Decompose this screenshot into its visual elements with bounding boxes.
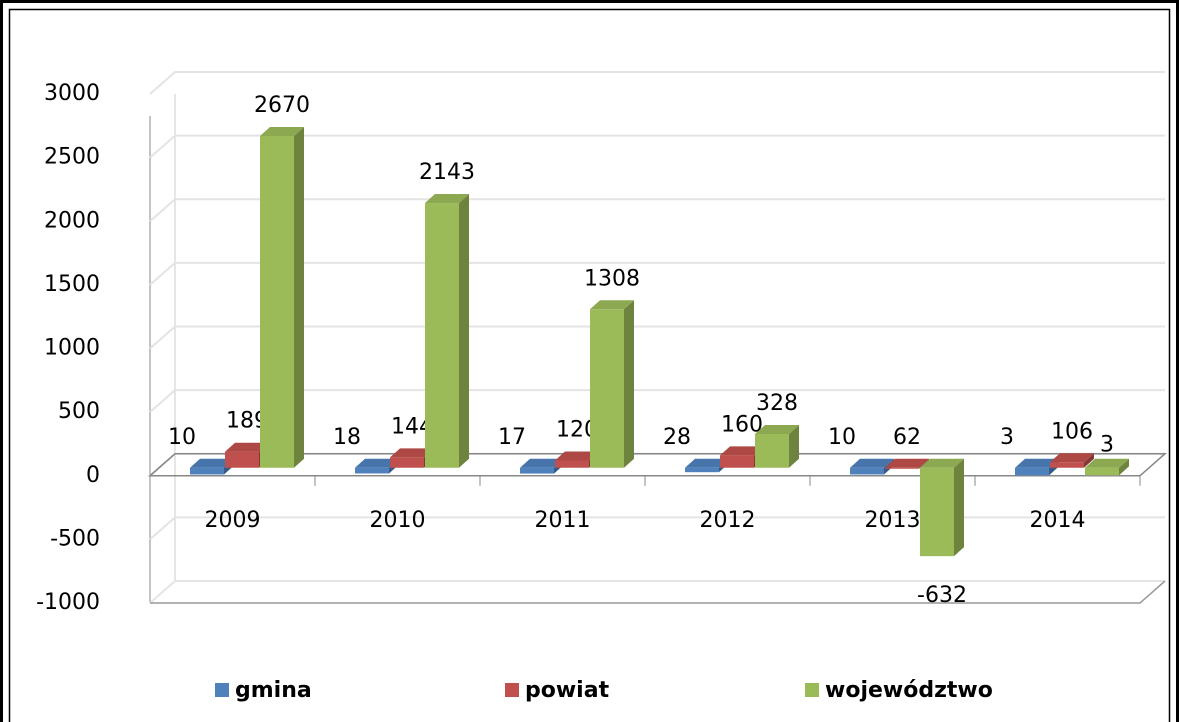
- grid-line: [149, 71, 1165, 95]
- value-label: 3: [1100, 432, 1114, 457]
- bar-face: [260, 135, 294, 468]
- grid-line: [149, 325, 1165, 350]
- legend-swatch: [215, 683, 229, 697]
- bar-face: [1050, 453, 1094, 463]
- bar-face: [755, 434, 789, 468]
- y-tick-label: 2000: [44, 208, 100, 233]
- bar-face: [294, 126, 304, 468]
- bar-face: [260, 126, 304, 136]
- bar-face: [355, 467, 389, 474]
- bar-face: [355, 458, 399, 468]
- bar-face: [225, 442, 269, 452]
- bar: [885, 458, 929, 469]
- bar-face: [920, 467, 954, 557]
- bar-face: [390, 448, 434, 458]
- bar: [755, 425, 799, 468]
- bar: [1085, 458, 1129, 476]
- bar-face: [459, 194, 469, 468]
- bar-face: [720, 446, 764, 456]
- bar-face: [919, 458, 929, 469]
- bar-face: [1015, 467, 1049, 476]
- value-label: 17: [498, 425, 526, 450]
- bar-face: [885, 467, 919, 469]
- y-tick-label: 1500: [44, 272, 100, 297]
- bar-face: [390, 457, 424, 468]
- bar-face: [1015, 458, 1059, 468]
- bar-face: [850, 467, 884, 475]
- floor-edge: [150, 580, 1166, 604]
- bar-face: [1085, 458, 1129, 468]
- bar: [1050, 453, 1094, 468]
- value-label: 2143: [419, 160, 475, 185]
- y-tick-label: -1000: [36, 590, 100, 615]
- bar-face: [755, 425, 799, 435]
- x-tick-label: 2011: [535, 508, 591, 533]
- bar-face: [555, 460, 589, 468]
- grid-line: [149, 516, 1165, 541]
- bar-face: [720, 455, 754, 468]
- x-tick-label: 2012: [700, 508, 756, 533]
- bar-face: [1084, 453, 1094, 468]
- value-label: 10: [828, 425, 856, 450]
- bar-face: [190, 458, 234, 468]
- value-label: 62: [893, 425, 921, 450]
- legend-label: gmina: [235, 678, 312, 703]
- grid-line: [149, 580, 1165, 604]
- bar-face: [685, 467, 719, 473]
- bar-face: [225, 451, 259, 468]
- bar-face: [520, 467, 554, 474]
- legend-label: województwo: [825, 678, 993, 703]
- bar-face: [1119, 458, 1129, 476]
- legend-swatch: [505, 683, 519, 697]
- bar: [920, 458, 964, 557]
- y-tick-label: 3000: [44, 81, 100, 106]
- value-label: -632: [917, 583, 967, 608]
- grid-line: [149, 198, 1165, 223]
- x-tick-label: 2014: [1030, 508, 1086, 533]
- frame-inner: [8, 8, 1171, 722]
- grid-line: [149, 389, 1165, 413]
- bar-face: [590, 300, 634, 310]
- bar-face: [520, 458, 564, 468]
- value-label: 3: [1000, 425, 1014, 450]
- x-tick-label: 2013: [865, 508, 921, 533]
- bar-face: [1050, 462, 1084, 468]
- legend-swatch: [805, 683, 819, 697]
- bar-face: [885, 458, 929, 468]
- bar-face: [920, 458, 964, 468]
- y-tick-label: 1000: [44, 336, 100, 361]
- y-tick-label: -500: [50, 526, 100, 551]
- bar: [590, 300, 634, 468]
- x-tick-label: 2010: [370, 508, 426, 533]
- bar-face: [425, 194, 469, 204]
- x-tick-label: 2009: [205, 508, 261, 533]
- bar-face: [590, 309, 624, 468]
- value-label: 2670: [254, 93, 310, 118]
- bar-face: [850, 458, 894, 468]
- bar-face: [624, 300, 634, 468]
- value-label: 10: [168, 425, 196, 450]
- legend-label: powiat: [525, 678, 610, 703]
- bar-face: [1085, 467, 1119, 476]
- y-tick-label: 2500: [44, 145, 100, 170]
- bar: [425, 194, 469, 468]
- bar-face: [425, 203, 459, 468]
- y-tick-label: 0: [86, 463, 100, 488]
- bar-face: [954, 458, 964, 557]
- bar-face: [789, 425, 799, 468]
- bar-face: [685, 458, 729, 468]
- bar-face: [555, 451, 599, 461]
- value-label: 1308: [584, 266, 640, 291]
- y-tick-label: 500: [58, 399, 100, 424]
- value-label: 18: [333, 425, 361, 450]
- bar: [260, 126, 304, 468]
- grid-line: [149, 261, 1165, 286]
- grid-line: [149, 134, 1165, 159]
- value-label: 106: [1051, 419, 1093, 444]
- value-label: 328: [756, 391, 798, 416]
- bar-face: [190, 467, 224, 475]
- value-label: 28: [663, 425, 691, 450]
